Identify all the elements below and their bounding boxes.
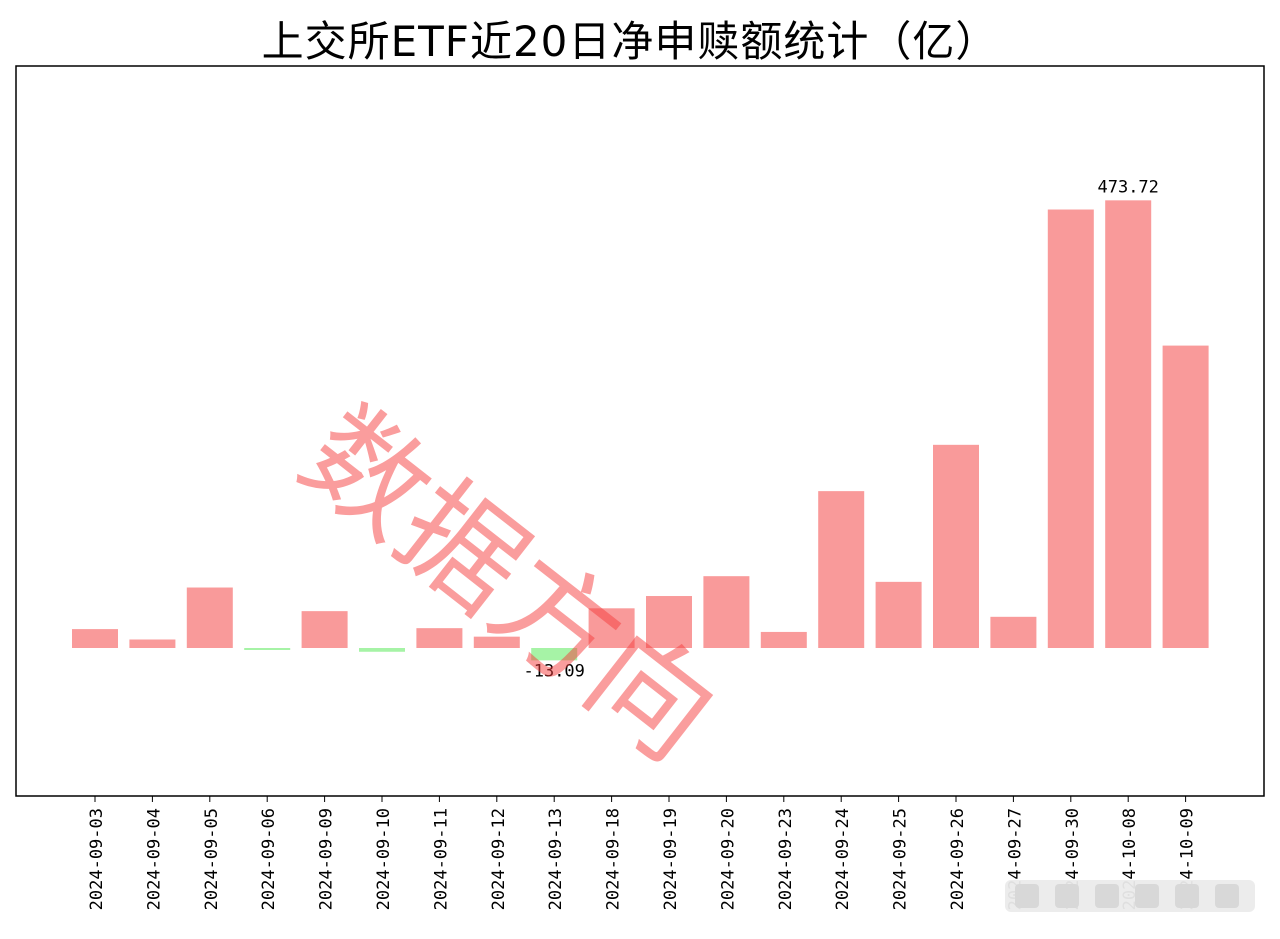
x-tick-label: 2024-09-09 (317, 808, 337, 910)
x-tick-label: 2024-09-20 (718, 808, 738, 910)
x-tick-label: 2024-09-11 (431, 808, 451, 910)
data-label-2024-10-08: 473.72 (1097, 177, 1158, 197)
bar-2024-09-11 (416, 628, 463, 648)
x-tick-label: 2024-09-06 (259, 808, 279, 910)
x-tick-label: 2024-09-12 (489, 808, 509, 910)
bar-2024-09-30 (1047, 209, 1094, 648)
x-tick-label: 2024-09-18 (604, 808, 624, 910)
chart-title: 上交所ETF近20日净申赎额统计（亿） (261, 17, 999, 66)
bar-2024-09-26 (933, 444, 979, 648)
watermark-logo-strip (1005, 880, 1255, 912)
x-tick-label: 2024-09-10 (374, 808, 394, 910)
bar-2024-09-20 (703, 576, 750, 648)
bar-2024-09-06 (244, 648, 291, 650)
bar-2024-09-23 (760, 631, 807, 648)
x-tick-label: 2024-09-13 (546, 808, 566, 910)
bar-2024-09-12 (473, 636, 520, 648)
bar-2024-09-03 (72, 629, 118, 648)
x-tick-label: 2024-09-19 (661, 808, 681, 910)
x-tick-label: 2024-09-23 (776, 808, 796, 910)
bar-2024-10-08 (1105, 200, 1152, 648)
x-tick-label: 2024-09-03 (87, 808, 107, 910)
bar-2024-09-10 (359, 648, 405, 652)
x-tick-label: 2024-09-25 (891, 808, 911, 910)
bar-2024-09-04 (129, 639, 176, 648)
plot-frame (15, 65, 1265, 797)
x-tick-label: 2024-09-24 (833, 808, 853, 910)
data-label-2024-09-13: -13.09 (523, 661, 584, 681)
bar-2024-09-09 (301, 611, 348, 648)
bar-2024-09-27 (990, 616, 1037, 648)
bar-2024-09-24 (818, 491, 865, 648)
x-tick-label: 2024-09-05 (202, 808, 222, 910)
x-tick-label: 2024-09-04 (144, 808, 164, 910)
x-tick-label: 2024-09-26 (948, 808, 968, 910)
bar-2024-09-18 (588, 608, 635, 648)
bar-2024-09-05 (186, 587, 233, 648)
bars-group (72, 200, 1209, 661)
bar-2024-09-13 (531, 648, 578, 661)
bar-2024-09-25 (875, 581, 922, 648)
annotations-group: -13.09 473.72 (523, 177, 1158, 681)
bar-2024-09-19 (646, 596, 692, 648)
bar-2024-10-09 (1162, 345, 1209, 648)
